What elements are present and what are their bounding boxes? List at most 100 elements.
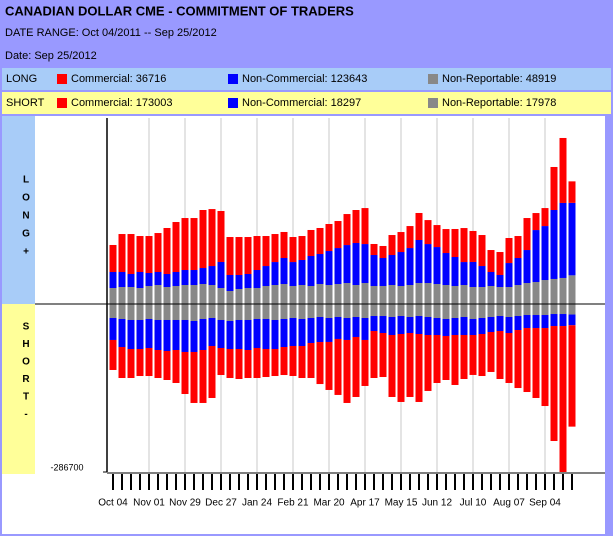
- bar-segment: [289, 262, 297, 287]
- bar-segment: [469, 261, 477, 288]
- x-tick-label: Feb 21: [277, 498, 309, 509]
- bar-segment: [352, 317, 360, 337]
- bar-segment: [451, 334, 459, 385]
- legend-label: Non-Reportable: 48919: [442, 73, 556, 85]
- bar-segment: [118, 318, 126, 348]
- bar-segment: [478, 333, 486, 377]
- bar-segment: [541, 328, 549, 407]
- bar-segment: [235, 274, 243, 289]
- bar-segment: [226, 274, 234, 291]
- bar-segment: [496, 287, 504, 304]
- bar-segment: [280, 257, 288, 285]
- bar-segment: [406, 248, 414, 286]
- bar-segment: [460, 262, 468, 286]
- bar-segment: [154, 271, 162, 286]
- legend-swatch: [57, 98, 67, 108]
- bar-segment: [334, 248, 342, 285]
- bar-segment: [397, 316, 405, 334]
- bar-segment: [217, 303, 225, 320]
- bar-segment: [433, 318, 441, 335]
- bar-segment: [469, 303, 477, 319]
- bar-segment: [163, 303, 171, 320]
- bar-segment: [127, 348, 135, 379]
- bar-segment: [415, 240, 423, 284]
- bar-segment: [568, 275, 576, 304]
- bar-segment: [145, 286, 153, 304]
- bar-segment: [388, 255, 396, 286]
- bar-segment: [460, 334, 468, 380]
- bar-segment: [469, 318, 477, 335]
- bar-segment: [505, 238, 513, 264]
- bar-segment: [136, 271, 144, 288]
- bar-segment: [442, 285, 450, 304]
- bar-segment: [208, 266, 216, 286]
- legend-label: Non-Reportable: 17978: [442, 97, 556, 109]
- bar-segment: [199, 318, 207, 350]
- bar-segment: [505, 303, 513, 318]
- bar-segment: [514, 303, 522, 317]
- bar-segment: [289, 286, 297, 304]
- bar-segment: [109, 303, 117, 319]
- bar-segment: [514, 330, 522, 389]
- legend-label: Commercial: 173003: [71, 97, 173, 109]
- bar-segment: [289, 237, 297, 263]
- bar-segment: [478, 287, 486, 304]
- bar-segment: [469, 230, 477, 262]
- bar-segment: [271, 285, 279, 304]
- bar-segment: [262, 318, 270, 349]
- long-axis-band: [2, 116, 35, 304]
- bar-segment: [226, 348, 234, 379]
- x-tick-label: Mar 20: [313, 498, 345, 509]
- bar-segment: [361, 244, 369, 284]
- bar-segment: [199, 210, 207, 269]
- bar-segment: [307, 318, 315, 344]
- bar-segment: [235, 237, 243, 275]
- bar-segment: [451, 228, 459, 257]
- long-row-label: LONG: [6, 73, 37, 85]
- bar-segment: [109, 244, 117, 272]
- bar-segment: [433, 247, 441, 285]
- short-axis-letter: R: [22, 374, 30, 385]
- bar-segment: [550, 303, 558, 315]
- bar-segment: [262, 303, 270, 319]
- bar-segment: [181, 218, 189, 271]
- bar-segment: [532, 328, 540, 398]
- short-row-label: SHORT: [6, 97, 45, 109]
- bar-segment: [370, 243, 378, 256]
- bar-segment: [298, 285, 306, 304]
- bar-segment: [307, 286, 315, 304]
- x-tick-label: Jul 10: [460, 498, 487, 509]
- bar-segment: [496, 274, 504, 288]
- short-axis-letter: T: [23, 392, 29, 403]
- bar-segment: [118, 234, 126, 272]
- bar-segment: [208, 209, 216, 267]
- x-tick-label: Nov 29: [169, 498, 201, 509]
- bar-segment: [298, 259, 306, 286]
- bar-segment: [487, 332, 495, 372]
- bar-segment: [298, 236, 306, 260]
- bar-segment: [145, 236, 153, 273]
- bar-segment: [451, 303, 459, 319]
- legend-label: Commercial: 36716: [71, 73, 166, 85]
- bar-segment: [496, 252, 504, 275]
- bar-segment: [280, 347, 288, 376]
- bar-segment: [361, 318, 369, 340]
- bar-segment: [226, 320, 234, 349]
- bar-segment: [136, 348, 144, 377]
- bar-segment: [460, 317, 468, 335]
- bar-segment: [388, 334, 396, 397]
- chart-title: CANADIAN DOLLAR CME - COMMITMENT OF TRAD…: [5, 3, 354, 18]
- bar-segment: [235, 348, 243, 380]
- bar-segment: [406, 303, 414, 318]
- bar-segment: [505, 333, 513, 383]
- bar-segment: [217, 210, 225, 262]
- bar-segment: [532, 213, 540, 231]
- bar-segment: [253, 287, 261, 304]
- bar-segment: [163, 287, 171, 304]
- bar-segment: [280, 231, 288, 258]
- bar-segment: [514, 236, 522, 258]
- bar-segment: [550, 166, 558, 211]
- bar-segment: [424, 244, 432, 284]
- bar-segment: [361, 283, 369, 304]
